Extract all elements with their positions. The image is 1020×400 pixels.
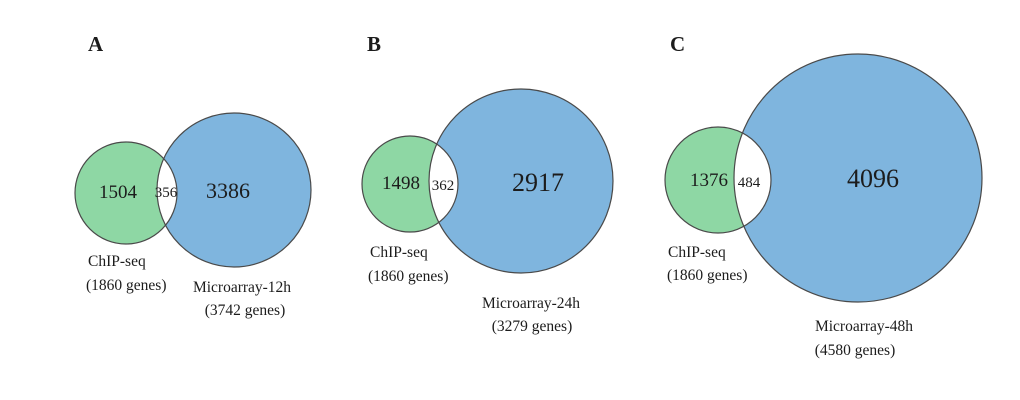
overlap-lens bbox=[429, 144, 458, 223]
panel-c-right-unique-count: 4096 bbox=[847, 164, 899, 193]
panel-a-left-set-size: (1860 genes) bbox=[86, 277, 167, 294]
right-set-circle bbox=[429, 89, 613, 273]
venn-panel-c-shapes bbox=[664, 53, 983, 303]
panel-a-right-set-size: (3742 genes) bbox=[205, 302, 286, 319]
panel-a-right-set-name: Microarray-12h bbox=[193, 279, 291, 296]
panel-b-left-set-size: (1860 genes) bbox=[368, 268, 449, 285]
venn-panel-c: C 1376 484 4096 ChIP-seq (1860 genes) Mi… bbox=[664, 32, 983, 359]
right-set-outline bbox=[428, 88, 614, 274]
panel-c-right-set-name: Microarray-48h bbox=[815, 318, 913, 335]
panel-b-left-set-name: ChIP-seq bbox=[370, 244, 428, 261]
overlap-lens bbox=[734, 132, 771, 227]
left-set-outline bbox=[74, 141, 178, 245]
panel-b-right-unique-count: 2917 bbox=[512, 168, 564, 197]
panel-c-left-unique-count: 1376 bbox=[690, 170, 728, 191]
panel-b-right-set-name: Microarray-24h bbox=[482, 295, 580, 312]
panel-a-left-unique-count: 1504 bbox=[99, 182, 138, 203]
panel-c-left-set-name: ChIP-seq bbox=[668, 244, 726, 261]
right-set-circle bbox=[157, 113, 311, 267]
venn-panel-b: B 1498 362 2917 ChIP-seq (1860 genes) Mi… bbox=[361, 32, 614, 335]
panel-c-right-set-size: (4580 genes) bbox=[815, 342, 896, 359]
panel-b-overlap-count: 362 bbox=[432, 178, 455, 194]
right-set-outline bbox=[156, 112, 312, 268]
panel-a-right-unique-count: 3386 bbox=[206, 178, 250, 203]
left-set-outline bbox=[664, 126, 772, 234]
panel-a-overlap-count: 356 bbox=[155, 185, 178, 201]
overlap-lens bbox=[156, 158, 177, 226]
panel-b-left-unique-count: 1498 bbox=[382, 173, 420, 194]
left-set-circle bbox=[75, 142, 177, 244]
panel-c-letter: C bbox=[670, 32, 685, 56]
panel-b-letter: B bbox=[367, 32, 381, 56]
venn-panel-a: A 1504 356 3386 ChIP-seq (1860 genes) Mi… bbox=[74, 32, 312, 319]
right-set-circle bbox=[734, 54, 982, 302]
left-set-outline bbox=[361, 135, 459, 233]
panel-c-left-set-size: (1860 genes) bbox=[667, 267, 748, 284]
right-set-outline bbox=[733, 53, 983, 303]
panel-c-overlap-count: 484 bbox=[738, 175, 761, 191]
panel-a-letter: A bbox=[88, 32, 104, 56]
venn-panel-b-shapes bbox=[361, 88, 614, 274]
panel-b-right-set-size: (3279 genes) bbox=[492, 318, 573, 335]
venn-panel-a-shapes bbox=[74, 112, 312, 268]
panel-a-left-set-name: ChIP-seq bbox=[88, 253, 146, 270]
